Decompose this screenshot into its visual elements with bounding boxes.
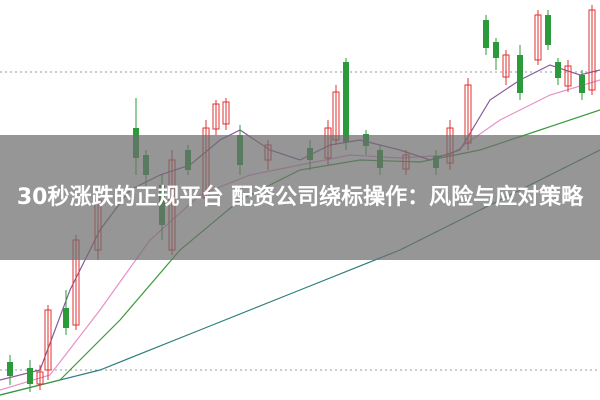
candle [212, 100, 220, 135]
candle [27, 360, 33, 392]
candle [36, 365, 44, 390]
candle [579, 70, 585, 100]
candle [555, 58, 561, 85]
candle [44, 305, 52, 380]
candle [493, 38, 499, 70]
candle [534, 10, 542, 65]
candle [483, 15, 489, 55]
candle [343, 58, 349, 150]
candle [222, 98, 230, 130]
candle [517, 45, 523, 100]
candle [63, 290, 69, 335]
candle [564, 60, 572, 92]
title-banner: 30秒涨跌的正规平台 配资公司绕标操作：风险与应对策略 [0, 135, 600, 260]
candle [502, 50, 510, 85]
banner-title: 30秒涨跌的正规平台 配资公司绕标操作：风险与应对策略 [16, 184, 584, 210]
candle [588, 5, 596, 95]
candle [7, 355, 13, 385]
candle [545, 10, 551, 50]
